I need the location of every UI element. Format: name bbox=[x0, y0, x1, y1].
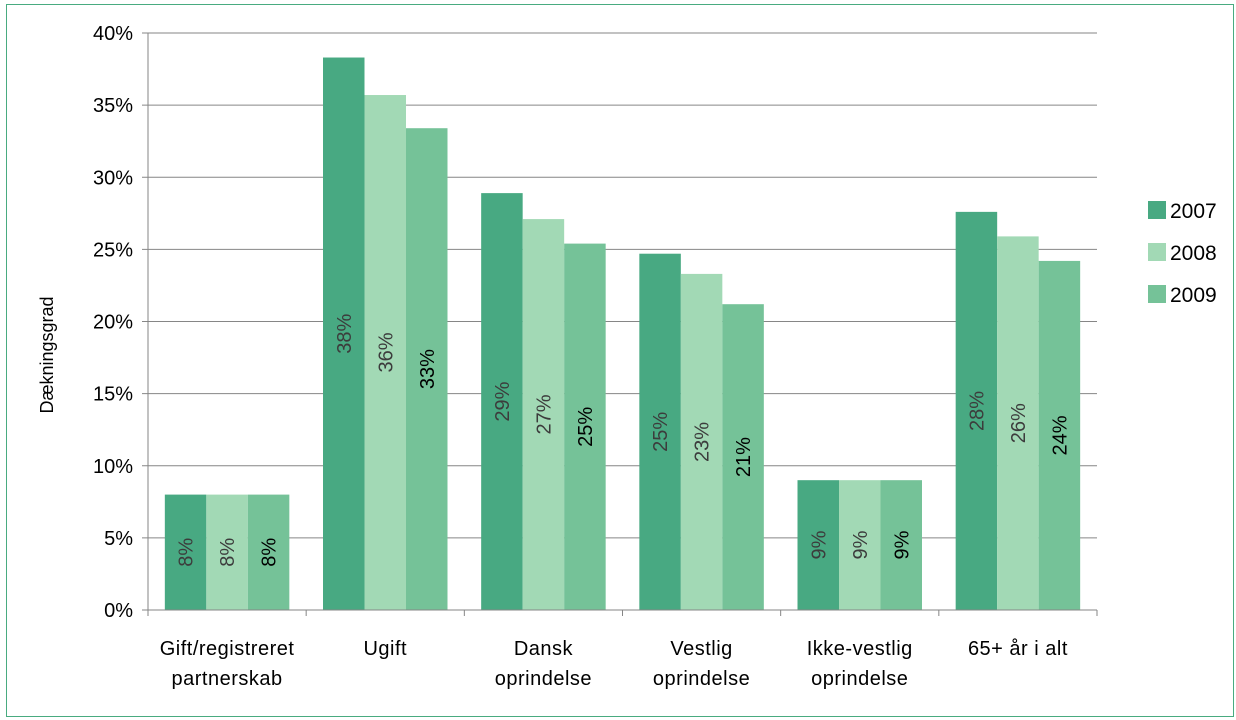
x-axis bbox=[147, 33, 1098, 616]
legend: 2007 2008 2009 bbox=[1148, 200, 1217, 307]
x-category-label: 65+ år i alt bbox=[968, 638, 1068, 660]
x-category-label: Ugift bbox=[363, 638, 407, 660]
x-category-label: oprindelse bbox=[495, 668, 592, 690]
legend-swatch bbox=[1148, 243, 1166, 261]
bar-value-label: 36% bbox=[375, 332, 397, 372]
bar bbox=[406, 128, 448, 610]
y-tick-label: 25% bbox=[93, 239, 133, 261]
y-tick-label: 20% bbox=[93, 312, 133, 334]
y-axis-ticks: 0% 5% 10% 15% 20% 25% 30% 35% 40% bbox=[93, 23, 148, 622]
bar bbox=[481, 193, 523, 610]
y-tick-label: 5% bbox=[104, 528, 133, 550]
legend-swatch bbox=[1148, 285, 1166, 303]
x-axis-labels: Gift/registreret partnerskab Ugift Dansk opr… bbox=[160, 638, 1068, 690]
bar bbox=[680, 273, 723, 610]
x-category-label: Vestlig bbox=[670, 638, 732, 660]
bar-value-label: 23% bbox=[692, 422, 714, 462]
legend-label: 2009 bbox=[1170, 284, 1217, 307]
bar-value-label: 9% bbox=[808, 530, 830, 559]
bar-value-label: 24% bbox=[1049, 415, 1071, 455]
bar bbox=[564, 243, 606, 611]
bar bbox=[997, 236, 1039, 610]
bar-value-label: 28% bbox=[966, 391, 988, 431]
bar-value-label: 33% bbox=[417, 349, 439, 389]
bar bbox=[164, 494, 207, 610]
bar bbox=[1038, 260, 1081, 610]
gridlines bbox=[148, 32, 1097, 539]
bar-value-label: 21% bbox=[733, 437, 755, 477]
bar-value-label: 8% bbox=[259, 538, 281, 567]
bar-value-label: 38% bbox=[334, 314, 356, 354]
bar bbox=[639, 253, 681, 610]
bar bbox=[206, 494, 248, 610]
y-tick-label: 0% bbox=[104, 600, 133, 622]
bar bbox=[797, 480, 839, 610]
x-category-label: Dansk bbox=[514, 638, 574, 660]
bar bbox=[323, 57, 365, 610]
bar-value-label: 8% bbox=[176, 538, 198, 567]
x-category-label: oprindelse bbox=[653, 668, 750, 690]
bar bbox=[839, 480, 881, 610]
bar-value-label: 8% bbox=[217, 538, 239, 567]
bars bbox=[164, 57, 1081, 611]
y-tick-label: 35% bbox=[93, 95, 133, 117]
bar-labels: 8% 8% 8% 38% 36% 33% 29% 27% 25% 25% 23% 21% 9% 9% 9% 2… bbox=[176, 314, 1072, 567]
bar-value-label: 25% bbox=[650, 412, 672, 452]
bar-value-label: 25% bbox=[575, 407, 597, 447]
x-category-label: partnerskab bbox=[172, 668, 283, 690]
legend-label: 2007 bbox=[1170, 200, 1217, 223]
bar bbox=[955, 211, 998, 610]
bar bbox=[247, 494, 290, 610]
bar bbox=[722, 304, 764, 610]
legend-label: 2008 bbox=[1170, 242, 1217, 265]
legend-swatch bbox=[1148, 201, 1166, 219]
y-axis-label: Dækningsgrad bbox=[37, 296, 57, 413]
bar-value-label: 26% bbox=[1008, 403, 1030, 443]
y-tick-label: 15% bbox=[93, 384, 133, 406]
bar-value-label: 9% bbox=[891, 530, 913, 559]
bar bbox=[364, 95, 406, 611]
x-category-label: Gift/registreret bbox=[160, 638, 295, 660]
y-tick-label: 10% bbox=[93, 456, 133, 478]
bar-value-label: 9% bbox=[850, 530, 872, 559]
bar-value-label: 27% bbox=[533, 394, 555, 434]
bar bbox=[522, 219, 565, 610]
x-category-label: oprindelse bbox=[811, 668, 908, 690]
y-tick-label: 30% bbox=[93, 167, 133, 189]
bar bbox=[880, 480, 922, 610]
bar-value-label: 29% bbox=[492, 381, 514, 421]
x-category-label: Ikke-vestlig bbox=[807, 638, 913, 660]
y-tick-label: 40% bbox=[93, 23, 133, 45]
